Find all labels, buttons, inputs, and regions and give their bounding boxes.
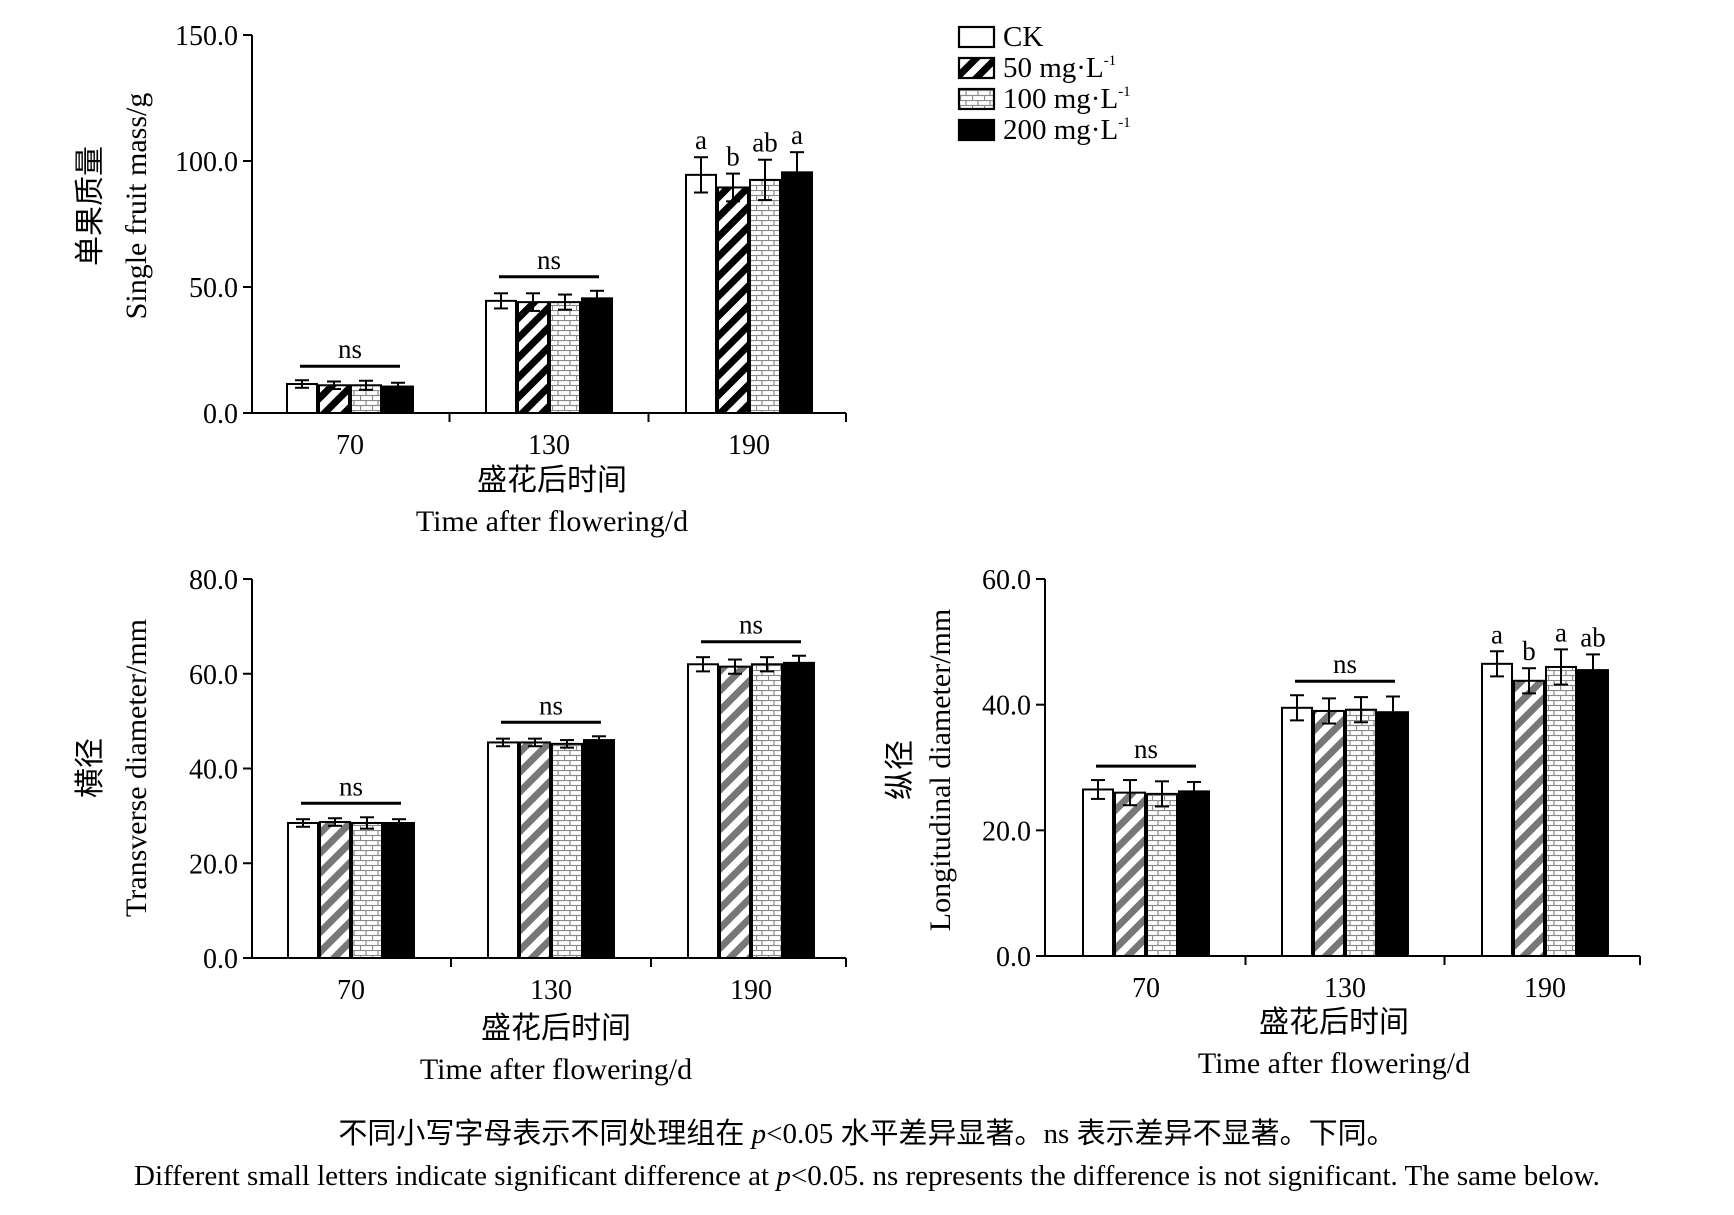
legend: CK 50 mg·L-1 100 mg·L-1 200 mg·L-1 xyxy=(957,21,1131,146)
bar xyxy=(517,301,549,414)
significance-letter: a xyxy=(1491,619,1503,649)
bar xyxy=(1513,679,1545,957)
bar xyxy=(783,661,815,959)
legend-label-ck: CK xyxy=(1003,21,1043,53)
significance-letter: b xyxy=(726,142,740,172)
bar xyxy=(581,297,613,414)
bar xyxy=(383,821,415,960)
ns-label: ns xyxy=(739,610,763,640)
y-tick-label: 0.0 xyxy=(203,399,238,430)
legend-label-200: 200 mg·L-1 xyxy=(1003,114,1131,146)
ns-label: ns xyxy=(339,771,363,801)
bar xyxy=(1481,662,1513,957)
significance-letter: a xyxy=(791,120,803,150)
x-axis-label-cn: 盛花后时间 xyxy=(477,464,627,497)
y-tick-label: 40.0 xyxy=(189,755,238,786)
y-axis-label: Single fruit mass/g xyxy=(120,93,153,320)
bar xyxy=(485,299,517,414)
bar xyxy=(1178,790,1210,957)
bar xyxy=(1146,792,1178,958)
x-tick-label: 70 xyxy=(1132,973,1160,1004)
bar xyxy=(583,739,615,960)
x-axis-label-cn: 盛花后时间 xyxy=(1259,1006,1409,1039)
ns-label: ns xyxy=(539,690,563,720)
x-axis-label-cn: 盛花后时间 xyxy=(481,1012,631,1045)
bar xyxy=(287,821,319,960)
x-tick-label: 190 xyxy=(1524,973,1566,1004)
bar xyxy=(749,178,781,414)
bar xyxy=(519,741,551,959)
significance-letter: a xyxy=(1555,617,1567,647)
bar xyxy=(685,173,717,414)
legend-swatch-ck xyxy=(957,25,996,49)
y-axis-label: Longitudinal diameter/mm xyxy=(924,609,957,931)
significance-letter: a xyxy=(695,125,707,155)
y-axis-label-cn: 单果质量 xyxy=(74,146,107,266)
x-tick-label: 190 xyxy=(730,975,772,1006)
ns-label: ns xyxy=(537,245,561,275)
bar xyxy=(781,171,813,414)
legend-swatch-200 xyxy=(957,118,996,142)
significance-letter: b xyxy=(1522,636,1536,666)
bar xyxy=(751,663,783,960)
y-axis-label-cn: 横径 xyxy=(74,738,107,798)
bar xyxy=(1545,665,1577,957)
x-tick-label: 70 xyxy=(337,975,365,1006)
bar xyxy=(549,301,581,414)
y-tick-label: 100.0 xyxy=(175,147,238,178)
x-axis-label: Time after flowering/d xyxy=(416,505,688,538)
x-tick-label: 130 xyxy=(528,430,570,461)
caption-chinese: 不同小写字母表示不同处理组在 p<0.05 水平差异显著。ns 表示差异不显著。… xyxy=(338,1118,1396,1150)
bar xyxy=(717,186,749,414)
bar xyxy=(1377,711,1409,957)
y-tick-label: 60.0 xyxy=(982,565,1031,596)
bar xyxy=(319,821,351,959)
bar xyxy=(351,821,383,960)
significance-letter: ab xyxy=(752,128,777,158)
y-axis-label-cn: 纵径 xyxy=(884,740,917,800)
y-axis-label: Transverse diameter/mm xyxy=(120,619,153,917)
legend-label-50: 50 mg·L-1 xyxy=(1003,52,1116,84)
legend-swatch-100 xyxy=(957,87,996,111)
ns-label: ns xyxy=(1333,649,1357,679)
y-tick-label: 50.0 xyxy=(189,273,238,304)
significance-letter: ab xyxy=(1580,622,1605,652)
bar xyxy=(1345,708,1377,958)
bar xyxy=(1281,706,1313,958)
bar xyxy=(687,663,719,960)
y-tick-label: 20.0 xyxy=(982,816,1031,847)
y-tick-label: 150.0 xyxy=(175,21,238,52)
chart-transverse-diameter: 0.0 20.0 40.0 60.0 80.0 70 130 190 ns ns ns 横径 Tra… xyxy=(74,565,847,1086)
y-tick-label: 0.0 xyxy=(203,944,238,975)
bar xyxy=(1114,791,1146,958)
bar xyxy=(382,385,414,415)
y-tick-label: 60.0 xyxy=(189,660,238,691)
x-tick-label: 130 xyxy=(530,975,572,1006)
legend-label-100: 100 mg·L-1 xyxy=(1003,83,1131,115)
bar xyxy=(487,741,519,959)
y-tick-label: 80.0 xyxy=(189,565,238,596)
legend-swatch-50 xyxy=(957,56,996,80)
bar xyxy=(1577,669,1609,957)
y-tick-label: 20.0 xyxy=(189,849,238,880)
bar xyxy=(551,742,583,959)
x-axis-label: Time after flowering/d xyxy=(420,1053,692,1086)
x-tick-label: 190 xyxy=(728,430,770,461)
ns-label: ns xyxy=(1134,734,1158,764)
caption-english: Different small letters indicate signifi… xyxy=(134,1160,1600,1192)
x-axis-label: Time after flowering/d xyxy=(1198,1047,1470,1080)
x-tick-label: 70 xyxy=(336,430,364,461)
x-tick-label: 130 xyxy=(1324,973,1366,1004)
bar xyxy=(1082,788,1114,957)
bar xyxy=(719,665,751,959)
y-tick-label: 40.0 xyxy=(982,691,1031,722)
ns-label: ns xyxy=(338,334,362,364)
bar xyxy=(1313,709,1345,958)
y-tick-label: 0.0 xyxy=(996,942,1031,973)
